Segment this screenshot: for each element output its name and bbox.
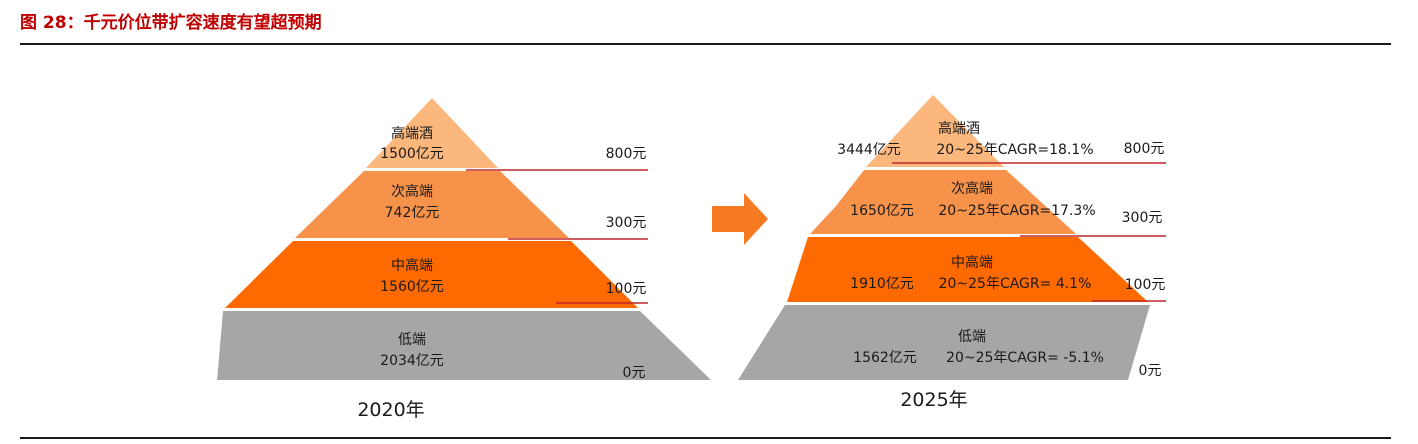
price-label-2020-100: 100元 <box>606 281 647 297</box>
price-label-2020-0: 0元 <box>623 365 646 381</box>
price-label-2025-0: 0元 <box>1139 363 1162 379</box>
price-label-2025-300: 300元 <box>1122 210 1163 226</box>
tier-2025-mid-premium-value: 1910亿元 <box>850 276 914 292</box>
pyramid-2020: 高端酒 1500亿元 次高端 742亿元 中高端 1560亿元 低端 2034亿… <box>217 98 711 421</box>
tier-2020-sub-premium-name: 次高端 <box>391 183 433 200</box>
tier-2025-sub-premium-name: 次高端 <box>951 180 993 197</box>
tier-2025-sub-premium <box>810 170 1076 234</box>
tier-2020-low-value: 2034亿元 <box>380 353 444 369</box>
tier-2025-premium-name: 高端酒 <box>938 120 980 137</box>
tier-2025-mid-premium-name: 中高端 <box>951 254 993 271</box>
tier-2020-sub-premium <box>295 171 569 238</box>
tier-2020-mid-premium-name: 中高端 <box>391 257 433 274</box>
tier-2025-premium-value: 3444亿元 <box>837 142 901 158</box>
tier-2020-low <box>217 311 711 381</box>
tier-2025-mid-premium <box>787 237 1148 302</box>
right-arrow-icon <box>712 193 768 245</box>
tier-2020-mid-premium-value: 1560亿元 <box>380 279 444 295</box>
tier-2020-premium <box>366 98 498 168</box>
price-label-2020-300: 300元 <box>606 215 647 231</box>
tier-2025-premium-body <box>866 95 1004 167</box>
tier-2025-mid-premium-cagr: 20~25年CAGR= 4.1% <box>939 276 1092 292</box>
tier-2025-low <box>738 305 1150 380</box>
tier-2025-sub-premium-cagr: 20~25年CAGR=17.3% <box>938 203 1095 219</box>
tier-2020-premium-value: 1500亿元 <box>380 146 444 162</box>
tier-2020-mid-premium <box>225 241 638 308</box>
price-label-2025-100: 100元 <box>1125 277 1166 293</box>
price-label-2020-800: 800元 <box>606 146 647 162</box>
year-label-2025: 2025年 <box>900 389 967 411</box>
price-label-2025-800: 800元 <box>1124 141 1165 157</box>
tier-2025-sub-premium-value: 1650亿元 <box>850 203 914 219</box>
tier-2025-premium-cagr: 20~25年CAGR=18.1% <box>936 142 1093 158</box>
tier-2025-low-name: 低端 <box>958 329 986 345</box>
year-label-2020: 2020年 <box>357 399 424 421</box>
pyramid-2025: 高端酒 3444亿元 20~25年CAGR=18.1% 次高端 1650亿元 2… <box>738 95 1166 411</box>
tier-2020-premium-name: 高端酒 <box>391 125 433 142</box>
tier-2020-low-name: 低端 <box>398 332 426 348</box>
top-rule <box>20 43 1391 45</box>
tier-2020-sub-premium-value: 742亿元 <box>385 205 440 221</box>
tier-2025-low-value: 1562亿元 <box>853 350 917 366</box>
bottom-rule <box>20 437 1391 439</box>
tier-2025-low-cagr: 20~25年CAGR= -5.1% <box>946 350 1104 366</box>
figure-title: 图 28：千元价位带扩容速度有望超预期 <box>20 13 322 33</box>
